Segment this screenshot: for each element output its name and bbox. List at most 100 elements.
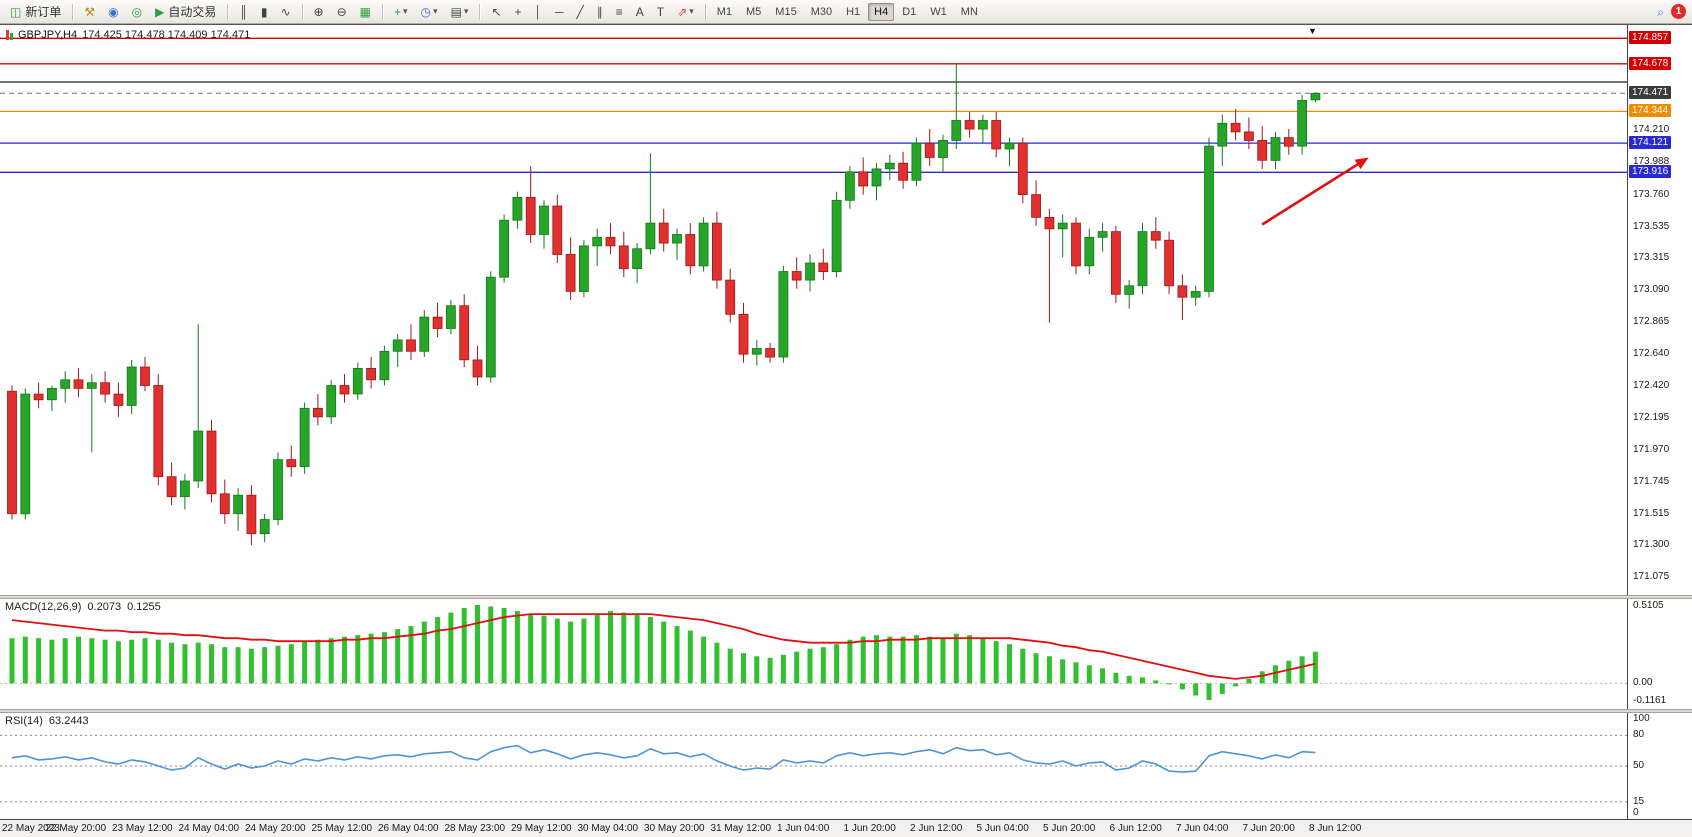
time-tick-label: 8 Jun 12:00 bbox=[1309, 823, 1362, 834]
tile-windows-button[interactable]: ▦ bbox=[354, 2, 377, 22]
zoom-out-button[interactable]: ⊖ bbox=[331, 2, 353, 22]
price-chart[interactable] bbox=[0, 25, 1627, 595]
pane-splitter[interactable] bbox=[0, 595, 1692, 599]
time-tick-label: 7 Jun 04:00 bbox=[1176, 823, 1229, 834]
chart-title: GBPJPY,H4 174.425 174.478 174.409 174.47… bbox=[6, 29, 250, 41]
new-order-button[interactable]: ◫ 新订单 bbox=[4, 2, 67, 22]
fibonacci-tool-button[interactable]: ≡ bbox=[610, 2, 629, 22]
macd-name: MACD(12,26,9) bbox=[5, 601, 82, 613]
toolbar-separator bbox=[227, 3, 229, 20]
axis-tick: 172.420 bbox=[1633, 379, 1670, 391]
clock-icon: ◷ bbox=[420, 4, 432, 19]
macd-pane[interactable]: MACD(12,26,9) 0.2073 0.1255 0.5105 0.00 -0… bbox=[0, 599, 1692, 709]
metaeditor-icon: ⚒ bbox=[84, 4, 96, 19]
axis-tick: 172.640 bbox=[1633, 348, 1670, 360]
timeframe-m5-button[interactable]: M5 bbox=[746, 5, 762, 18]
horizontal-line-tool-button[interactable]: ─ bbox=[549, 2, 570, 22]
price-chart-pane[interactable]: GBPJPY,H4 174.425 174.478 174.409 174.47… bbox=[0, 25, 1692, 595]
timeframe-m30-button[interactable]: M30 bbox=[810, 5, 833, 18]
search-icon[interactable]: ⌕ bbox=[1657, 4, 1664, 19]
zoom-out-icon: ⊖ bbox=[336, 4, 347, 19]
support-button[interactable]: ◎ bbox=[126, 2, 148, 22]
periods-button[interactable]: ◷ ▾ bbox=[415, 2, 444, 22]
axis-tick: 172.195 bbox=[1633, 411, 1670, 423]
macd-axis[interactable]: 0.5105 0.00 -0.1161 bbox=[1627, 599, 1692, 709]
auto-trading-button[interactable]: ▶ 自动交易 bbox=[149, 2, 222, 22]
channel-icon: ∥ bbox=[596, 4, 603, 19]
horizontal-line-icon: ─ bbox=[555, 4, 564, 19]
axis-tick: 15 bbox=[1633, 795, 1645, 807]
timeframe-h4-button[interactable]: H4 bbox=[868, 2, 895, 21]
templates-button[interactable]: ▤ ▾ bbox=[445, 2, 475, 22]
trendline-icon: ╱ bbox=[576, 4, 584, 19]
metaeditor-button[interactable]: ⚒ bbox=[78, 2, 101, 22]
macd-signal-value: 0.1255 bbox=[127, 601, 161, 613]
rsi-label: RSI(14) 63.2443 bbox=[5, 715, 89, 727]
cursor-tool-button[interactable]: ↖ bbox=[485, 2, 507, 22]
price-badge: 174.857 bbox=[1629, 31, 1672, 45]
price-badge: 173.916 bbox=[1629, 165, 1672, 179]
timeframe-m1-button[interactable]: M1 bbox=[716, 5, 733, 18]
axis-tick: 171.745 bbox=[1633, 475, 1670, 487]
shapes-tool-button[interactable]: ⇗ ▾ bbox=[671, 2, 700, 22]
crosshair-tool-button[interactable]: + bbox=[509, 2, 528, 22]
chart-shift-marker[interactable]: ▼ bbox=[1308, 26, 1317, 36]
bar-chart-button[interactable]: ║ bbox=[233, 2, 254, 22]
vertical-line-tool-button[interactable]: │ bbox=[529, 2, 549, 22]
axis-tick: 173.535 bbox=[1633, 220, 1670, 232]
text-tool-button[interactable]: A bbox=[630, 2, 650, 22]
toolbar-separator bbox=[301, 3, 303, 20]
rsi-name: RSI(14) bbox=[5, 715, 43, 727]
toolbar-separator bbox=[382, 3, 383, 20]
timeframe-toolbar: M1 M5 M15 M30 H1 H4 D1 W1 MN bbox=[711, 2, 984, 21]
axis-tick: 173.760 bbox=[1633, 188, 1670, 200]
chart-window: GBPJPY,H4 174.425 174.478 174.409 174.47… bbox=[0, 24, 1692, 837]
axis-tick: 174.210 bbox=[1633, 124, 1670, 136]
notification-badge[interactable]: 1 bbox=[1671, 4, 1686, 19]
zoom-in-button[interactable]: ⊕ bbox=[308, 2, 330, 22]
rsi-chart[interactable] bbox=[0, 713, 1627, 819]
time-tick-label: 24 May 20:00 bbox=[245, 823, 306, 834]
vertical-line-icon: │ bbox=[534, 4, 543, 19]
rsi-axis[interactable]: 100 80 50 15 0 bbox=[1627, 713, 1692, 819]
candlestick-chart-icon: ▮ bbox=[260, 4, 268, 19]
price-axis[interactable]: 174.210 173.988 173.760 173.535 173.315 173.0… bbox=[1627, 25, 1692, 595]
time-tick-label: 23 May 12:00 bbox=[112, 823, 173, 834]
bar-chart-icon: ║ bbox=[239, 4, 248, 19]
chevron-down-icon: ▾ bbox=[689, 6, 694, 16]
candlestick-chart-button[interactable]: ▮ bbox=[255, 2, 274, 22]
time-tick-label: 30 May 04:00 bbox=[577, 823, 639, 834]
time-tick-label: 30 May 20:00 bbox=[644, 823, 705, 834]
channel-tool-button[interactable]: ∥ bbox=[591, 2, 609, 22]
macd-chart[interactable] bbox=[0, 599, 1627, 709]
axis-tick: 171.300 bbox=[1633, 539, 1670, 551]
timeframe-h1-button[interactable]: H1 bbox=[846, 5, 861, 18]
pane-splitter[interactable] bbox=[0, 709, 1692, 713]
indicators-icon: + bbox=[394, 4, 402, 19]
price-badge: 174.344 bbox=[1629, 104, 1672, 118]
macd-label: MACD(12,26,9) 0.2073 0.1255 bbox=[5, 601, 161, 613]
indicators-button[interactable]: + ▾ bbox=[388, 2, 414, 22]
timeframe-w1-button[interactable]: W1 bbox=[930, 5, 947, 18]
rsi-pane[interactable]: RSI(14) 63.2443 100 80 50 15 0 bbox=[0, 713, 1692, 819]
trendline-tool-button[interactable]: ╱ bbox=[571, 2, 590, 22]
rsi-value: 63.2443 bbox=[48, 715, 89, 727]
timeframe-m15-button[interactable]: M15 bbox=[775, 5, 797, 18]
community-icon: ◉ bbox=[108, 4, 119, 19]
timeframe-d1-button[interactable]: D1 bbox=[902, 5, 917, 18]
label-tool-button[interactable]: T bbox=[651, 2, 670, 22]
templates-icon: ▤ bbox=[450, 4, 462, 19]
time-tick-label: 7 Jun 20:00 bbox=[1242, 823, 1295, 834]
line-chart-button[interactable]: ∿ bbox=[274, 2, 296, 22]
cursor-icon: ↖ bbox=[491, 4, 502, 19]
time-axis[interactable]: 22 May 2023 22 May 20:00 23 May 12:00 24 Ma… bbox=[0, 819, 1692, 837]
auto-trading-label: 自动交易 bbox=[168, 5, 217, 19]
trend-arrow[interactable] bbox=[1261, 157, 1369, 226]
timeframe-mn-button[interactable]: MN bbox=[960, 5, 978, 18]
price-badge: 174.678 bbox=[1629, 56, 1672, 70]
time-tick-label: 6 Jun 12:00 bbox=[1109, 823, 1162, 834]
time-tick-label: 24 May 04:00 bbox=[178, 823, 240, 834]
community-button[interactable]: ◉ bbox=[102, 2, 124, 22]
chevron-down-icon: ▾ bbox=[403, 6, 408, 16]
zoom-in-icon: ⊕ bbox=[313, 4, 324, 19]
